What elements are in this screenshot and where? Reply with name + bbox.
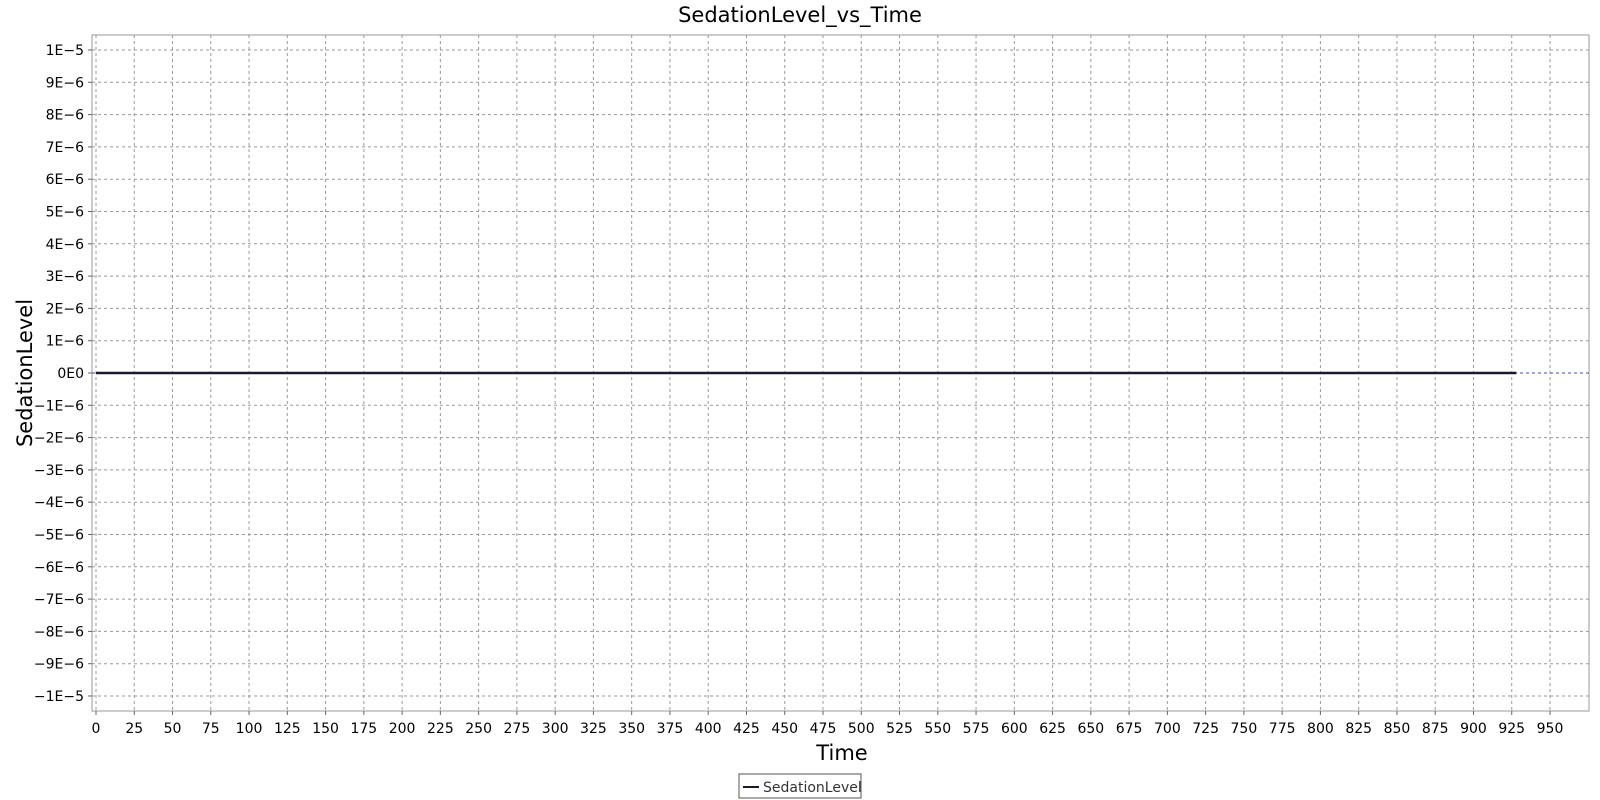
x-tick-label: 100	[236, 721, 263, 737]
x-tick-label: 425	[733, 721, 760, 737]
x-tick-label: 475	[810, 721, 837, 737]
y-tick-label: 4E−6	[46, 237, 84, 253]
x-tick-label: 700	[1154, 721, 1181, 737]
y-tick-label: −9E−6	[34, 657, 84, 673]
y-tick-label: −4E−6	[34, 495, 84, 511]
x-tick-label: 150	[312, 721, 339, 737]
y-tick-label: −6E−6	[34, 560, 84, 576]
y-axis: 1E−5 9E−6 8E−6 7E−6 6E−6 5E−6 4E−6 3E−6 2E−6 1E−6…	[34, 43, 92, 705]
x-tick-label: 950	[1537, 721, 1564, 737]
x-tick-label: 450	[771, 721, 798, 737]
x-tick-label: 650	[1077, 721, 1104, 737]
x-tick-label: 900	[1460, 721, 1487, 737]
x-tick-label: 825	[1345, 721, 1372, 737]
y-tick-label: −3E−6	[34, 463, 84, 479]
x-tick-label: 875	[1422, 721, 1449, 737]
x-tick-label: 925	[1498, 721, 1525, 737]
x-tick-label: 350	[618, 721, 645, 737]
y-tick-label: 1E−5	[46, 43, 84, 59]
y-tick-label: −8E−6	[34, 624, 84, 640]
y-tick-label: 3E−6	[46, 269, 84, 285]
x-tick-label: 250	[465, 721, 492, 737]
x-tick-label: 275	[504, 721, 531, 737]
x-tick-label: 525	[886, 721, 913, 737]
y-tick-label: 9E−6	[46, 75, 84, 91]
x-tick-label: 625	[1039, 721, 1066, 737]
x-tick-label: 0	[92, 721, 101, 737]
x-tick-label: 500	[848, 721, 875, 737]
x-tick-label: 675	[1116, 721, 1143, 737]
x-tick-label: 375	[657, 721, 684, 737]
y-tick-label: 8E−6	[46, 108, 84, 124]
x-axis-label: Time	[815, 741, 867, 765]
x-tick-label: 800	[1307, 721, 1334, 737]
x-axis: 0 25 50 75 100 125 150 175 200 225 250 275 300 325 350…	[92, 711, 1564, 737]
chart-title: SedationLevel_vs_Time	[678, 3, 922, 28]
x-tick-label: 850	[1384, 721, 1411, 737]
x-tick-label: 600	[1001, 721, 1028, 737]
y-tick-label: −1E−6	[34, 398, 84, 414]
y-tick-label: 7E−6	[46, 140, 84, 156]
x-tick-label: 725	[1192, 721, 1219, 737]
x-tick-label: 175	[350, 721, 377, 737]
x-tick-label: 550	[924, 721, 951, 737]
x-tick-label: 575	[963, 721, 990, 737]
x-tick-label: 325	[580, 721, 607, 737]
x-tick-label: 750	[1231, 721, 1258, 737]
y-tick-label: −7E−6	[34, 592, 84, 608]
x-tick-label: 75	[202, 721, 220, 737]
y-tick-label: −5E−6	[34, 528, 84, 544]
y-axis-label: SedationLevel	[13, 299, 37, 447]
legend-label: SedationLevel	[763, 780, 862, 796]
y-tick-label: 0E0	[57, 366, 84, 382]
x-tick-label: 300	[542, 721, 569, 737]
x-tick-label: 200	[389, 721, 416, 737]
y-tick-label: 6E−6	[46, 172, 84, 188]
y-tick-label: −1E−5	[34, 689, 84, 705]
legend: SedationLevel	[738, 773, 862, 799]
legend-box	[738, 773, 862, 799]
y-tick-label: −2E−6	[34, 431, 84, 447]
x-tick-label: 400	[695, 721, 722, 737]
x-tick-label: 25	[125, 721, 143, 737]
x-tick-label: 225	[427, 721, 454, 737]
x-tick-label: 125	[274, 721, 301, 737]
y-tick-label: 2E−6	[46, 301, 84, 317]
x-tick-label: 50	[164, 721, 182, 737]
y-tick-label: 1E−6	[46, 334, 84, 350]
x-tick-label: 775	[1269, 721, 1296, 737]
y-tick-label: 5E−6	[46, 205, 84, 221]
